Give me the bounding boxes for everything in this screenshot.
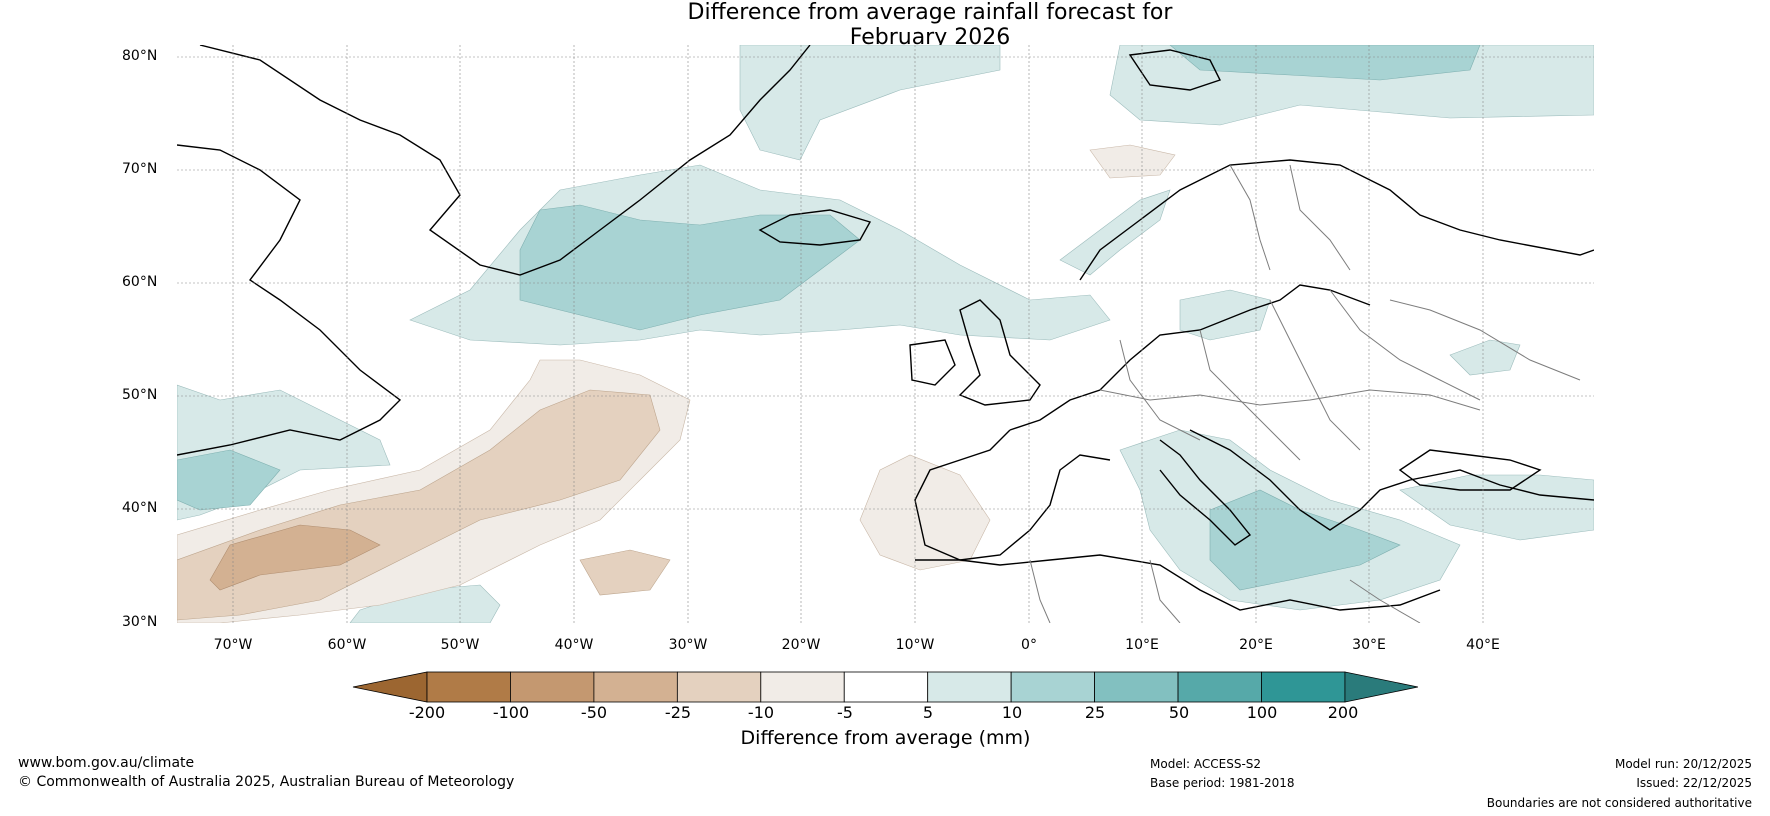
colorbar-segment-9: [1094, 671, 1179, 703]
map-title: Difference from average rainfall forecas…: [0, 0, 1770, 50]
issued-text: Issued: 22/12/2025: [1636, 776, 1752, 790]
lon-label-30e: 30°E: [1352, 637, 1386, 653]
lon-label-0: 0°: [1021, 637, 1037, 653]
coastline-ireland: [909, 339, 956, 386]
coastline-iceland: [758, 209, 872, 246]
coastline-balkans: [1189, 429, 1594, 531]
title-line-1: Difference from average rainfall forecas…: [687, 0, 1173, 25]
border-8: [1389, 299, 1581, 381]
model-text: Model: ACCESS-S2: [1150, 757, 1262, 771]
coastline-britain: [958, 299, 1041, 406]
colorbar-tick-4: -10: [747, 703, 775, 722]
coastline-scandinavia: [1079, 159, 1594, 281]
colorbar-tick-0: -200: [408, 703, 446, 722]
wet-region-core-svalbard: [1169, 45, 1481, 81]
lat-label-40n: 40°N: [122, 500, 158, 516]
lon-label-70w: 70°W: [213, 637, 253, 653]
dry-region-iberia: [859, 454, 991, 571]
disclaimer-text: Boundaries are not considered authoritat…: [1486, 796, 1752, 810]
wet-region-ukraine: [1449, 339, 1521, 376]
lon-label-20w: 20°W: [781, 637, 821, 653]
colorbar-label: Difference from average (mm): [740, 727, 1031, 749]
colorbar-segment-6: [843, 671, 929, 703]
colorbar-tick-6: 5: [922, 703, 934, 722]
colorbar-segment-2: [510, 671, 595, 703]
lon-label-10w: 10°W: [895, 637, 935, 653]
lon-label-40e: 40°E: [1466, 637, 1500, 653]
wet-region-black-sea: [1399, 474, 1594, 541]
base-period-text: Base period: 1981-2018: [1150, 776, 1295, 790]
border-9: [1149, 559, 1181, 623]
border-11: [1349, 579, 1421, 623]
graticule: [177, 45, 1594, 623]
wet-region-baltic: [1179, 289, 1271, 341]
lat-label-30n: 30°N: [122, 614, 158, 630]
coastline-greenland: [199, 45, 811, 276]
dry-region-subtropical-strong: [209, 524, 381, 591]
wet-region-core-newfoundland: [177, 449, 281, 511]
colorbar-segment-7: [927, 671, 1012, 703]
lon-label-40w: 40°W: [554, 637, 594, 653]
colorbar-tick-10: 100: [1246, 703, 1278, 722]
colorbar-segment-1: [426, 671, 511, 703]
border-5: [1329, 289, 1481, 401]
website-link[interactable]: www.bom.gov.au/climate: [18, 755, 195, 771]
country-borders: [1029, 164, 1581, 623]
colorbar-tick-7: 10: [1001, 703, 1023, 722]
colorbar-arrow-right: [1344, 671, 1419, 703]
colorbar-segment-4: [676, 671, 762, 703]
colorbar-tick-1: -100: [492, 703, 530, 722]
coastline-svalbard: [1128, 49, 1221, 91]
border-1: [1099, 389, 1481, 411]
border-4: [1269, 299, 1361, 451]
coastline-europe: [1009, 284, 1371, 431]
wet-region-core-greece: [1209, 489, 1401, 591]
colorbar-arrow-left: [352, 671, 428, 703]
coastline-black-sea: [1398, 449, 1542, 491]
model-run-text: Model run: 20/12/2025: [1614, 757, 1752, 771]
colorbar-segment-3: [593, 671, 678, 703]
lon-label-20e: 20°E: [1239, 637, 1273, 653]
lat-label-80n: 80°N: [122, 48, 158, 64]
lon-label-60w: 60°W: [327, 637, 367, 653]
dry-region-azores: [579, 549, 671, 596]
border-7: [1289, 164, 1351, 271]
lat-label-70n: 70°N: [122, 161, 158, 177]
coastlines: [177, 45, 1594, 611]
colorbar-tick-3: -25: [664, 703, 692, 722]
wet-region-norway-sea: [1059, 189, 1171, 276]
colorbar-tick-9: 50: [1168, 703, 1190, 722]
lat-label-60n: 60°N: [122, 274, 158, 290]
coastline-canada: [177, 144, 402, 456]
lat-label-50n: 50°N: [122, 387, 158, 403]
border-2: [1119, 339, 1201, 441]
lon-label-30w: 30°W: [668, 637, 708, 653]
lon-label-10e: 10°E: [1125, 637, 1159, 653]
colorbar-segment-5: [760, 671, 845, 703]
colorbar-tick-11: 200: [1327, 703, 1359, 722]
border-6: [1229, 164, 1271, 271]
colorbar-tick-5: -5: [837, 703, 853, 722]
copyright-text: © Commonwealth of Australia 2025, Austra…: [18, 774, 515, 790]
colorbar-segment-10: [1177, 671, 1262, 703]
coastline-africa: [915, 554, 1441, 611]
border-10: [1029, 559, 1051, 623]
coastline-italy: [1159, 439, 1252, 546]
border-3: [1199, 329, 1301, 461]
colorbar-tick-2: -50: [580, 703, 608, 722]
lon-label-50w: 50°W: [440, 637, 480, 653]
wet-region-arctic: [739, 45, 1001, 161]
colorbar-segment-8: [1010, 671, 1096, 703]
colorbar-tick-8: 25: [1084, 703, 1106, 722]
colorbar-segment-11: [1261, 671, 1346, 703]
